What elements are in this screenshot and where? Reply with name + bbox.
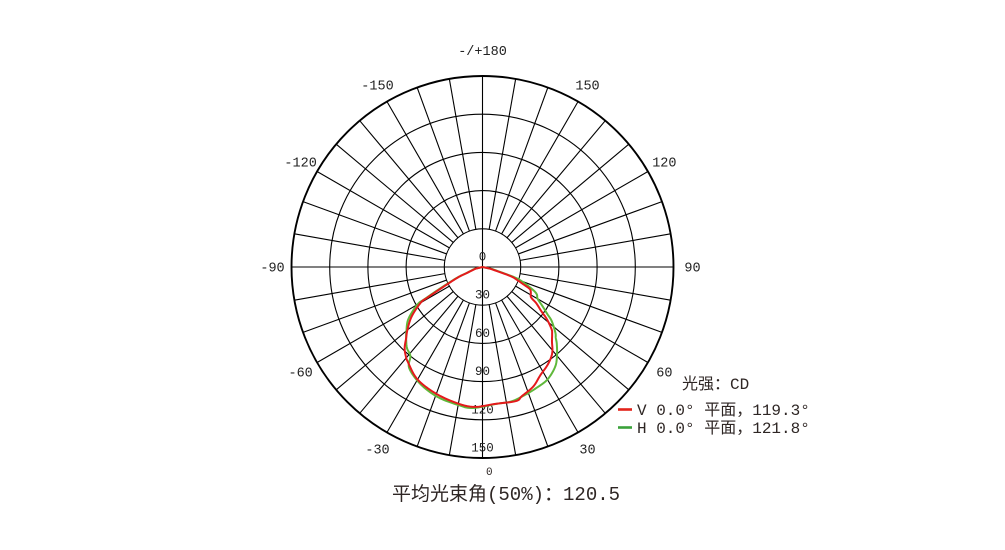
svg-text:V 0.0° 平面，119.3°: V 0.0° 平面，119.3° bbox=[637, 402, 810, 420]
svg-text:-90: -90 bbox=[260, 262, 284, 277]
svg-text:150: 150 bbox=[471, 442, 494, 456]
svg-text:-30: -30 bbox=[365, 443, 389, 458]
svg-text:-60: -60 bbox=[288, 367, 312, 382]
svg-text:30: 30 bbox=[475, 289, 490, 303]
svg-text:-150: -150 bbox=[361, 80, 393, 95]
svg-text:90: 90 bbox=[475, 365, 490, 379]
svg-text:H 0.0° 平面，121.8°: H 0.0° 平面，121.8° bbox=[637, 420, 810, 438]
svg-text:-/+180: -/+180 bbox=[458, 45, 507, 60]
svg-text:30: 30 bbox=[579, 443, 595, 458]
svg-text:60: 60 bbox=[475, 327, 490, 341]
svg-text:0: 0 bbox=[486, 467, 493, 479]
svg-text:150: 150 bbox=[575, 80, 599, 95]
svg-text:平均光束角(50%)：120.5: 平均光束角(50%)：120.5 bbox=[392, 483, 620, 506]
svg-text:光强：CD: 光强：CD bbox=[682, 375, 749, 394]
svg-text:0: 0 bbox=[479, 251, 487, 265]
svg-text:90: 90 bbox=[684, 262, 700, 277]
svg-text:120: 120 bbox=[652, 157, 676, 172]
svg-text:60: 60 bbox=[656, 367, 672, 382]
svg-text:-120: -120 bbox=[284, 157, 316, 172]
